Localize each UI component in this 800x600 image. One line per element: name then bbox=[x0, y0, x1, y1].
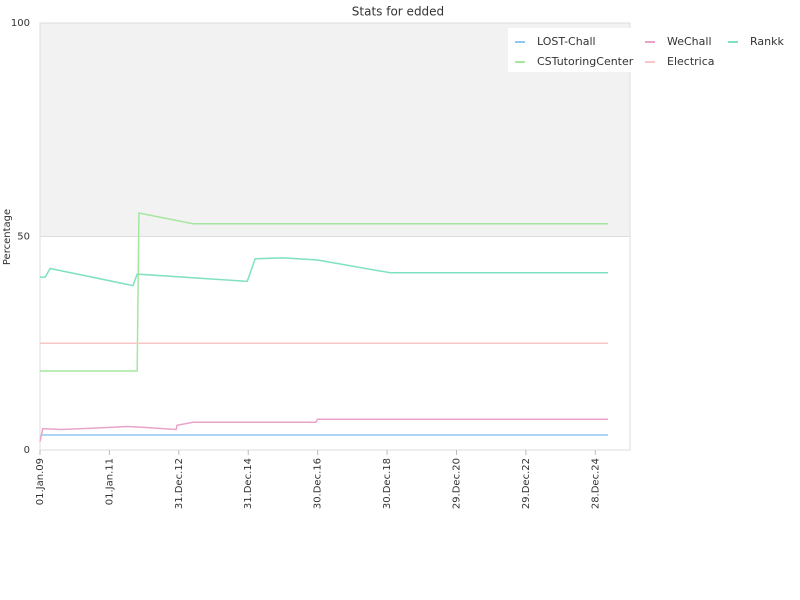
series-line bbox=[40, 257, 609, 287]
legend-label: LOST-Chall bbox=[537, 35, 596, 48]
x-tick-label: 01.Jan.09 bbox=[35, 458, 46, 505]
series-line bbox=[39, 418, 609, 442]
chart-title: Stats for edded bbox=[352, 5, 444, 19]
y-axis-label: Percentage bbox=[2, 209, 13, 265]
x-tick-label: 29.Dec.20 bbox=[451, 458, 462, 509]
legend-label: CSTutoringCenter bbox=[537, 55, 634, 68]
legend-box bbox=[508, 28, 790, 72]
x-tick-label: 30.Dec.18 bbox=[382, 458, 393, 509]
x-tick-label: 31.Dec.12 bbox=[174, 458, 185, 509]
x-tick-label: 29.Dec.22 bbox=[521, 458, 532, 509]
legend-label: Rankk bbox=[750, 35, 784, 48]
legend-label: WeChall bbox=[667, 35, 712, 48]
x-tick-label: 30.Dec.16 bbox=[313, 458, 324, 509]
y-tick-label: 100 bbox=[11, 18, 30, 29]
x-tick-label: 31.Dec.14 bbox=[243, 458, 254, 509]
x-tick-label: 01.Jan.11 bbox=[104, 458, 115, 505]
y-tick-label: 50 bbox=[17, 232, 30, 243]
y-tick-label: 0 bbox=[24, 445, 30, 456]
legend-label: Electrica bbox=[667, 55, 715, 68]
series-line bbox=[40, 212, 609, 372]
x-tick-label: 28.Dec.24 bbox=[590, 458, 601, 509]
